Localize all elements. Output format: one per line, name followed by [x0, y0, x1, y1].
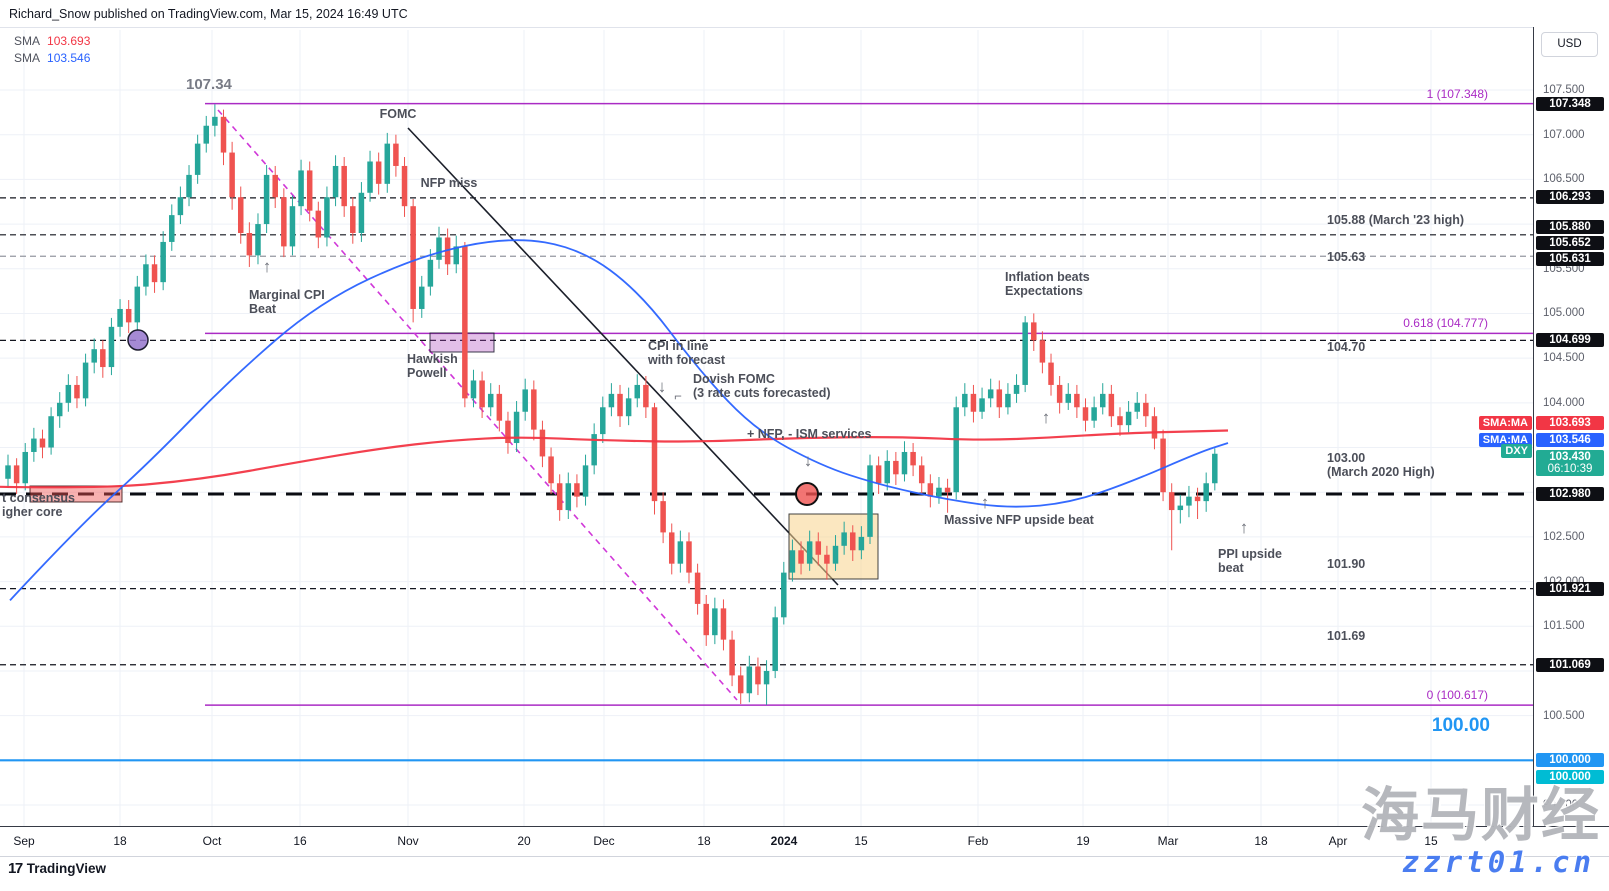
time-tick-label: Oct	[202, 834, 222, 848]
indicator-price-label: 103.693	[1536, 416, 1604, 430]
time-tick-label: Apr	[1328, 834, 1348, 848]
time-tick-label: Mar	[1157, 834, 1179, 848]
indicator-tag-pill: SMA:MA	[1478, 433, 1532, 447]
time-tick-label: Nov	[397, 834, 419, 848]
price-level-label: 105.631	[1536, 252, 1604, 266]
price-tick-label: 101.500	[1543, 620, 1585, 633]
tradingview-logo-icon[interactable]: 17	[8, 860, 23, 877]
header-divider	[0, 27, 1609, 28]
price-tick-label: 102.500	[1543, 530, 1585, 543]
legend-sma-red-value: 103.693	[47, 34, 91, 48]
price-level-label: 107.348	[1536, 97, 1604, 111]
time-tick-label: 16	[293, 834, 307, 848]
price-tick-label: 104.000	[1543, 396, 1585, 409]
price-level-label: 105.652	[1536, 236, 1604, 250]
price-level-label: 105.880	[1536, 220, 1604, 234]
time-tick-label: 19	[1076, 834, 1090, 848]
price-tick-label: 100.500	[1543, 709, 1585, 722]
legend-sma-red-label: SMA	[14, 34, 41, 48]
legend-sma-blue-label: SMA	[14, 51, 41, 65]
time-tick-label: 18	[1254, 834, 1268, 848]
time-axis[interactable]: Sep 18 Oct 16 Nov 20 Dec 18 2024 15 Feb 19 Mar 18 Apr 1…	[0, 826, 1609, 857]
price-level-label: 104.699	[1536, 333, 1604, 347]
indicator-price-label: 103.546	[1536, 433, 1604, 447]
last-price-label: 103.430 06:10:39	[1536, 450, 1604, 476]
time-tick-label: Sep	[13, 834, 35, 848]
price-tick-label: 106.500	[1543, 173, 1585, 186]
price-tick-label: 105.000	[1543, 307, 1585, 320]
price-tick-label: 107.500	[1543, 84, 1585, 96]
legend-sma-red[interactable]: SMA 103.693	[14, 33, 90, 50]
price-level-label: 101.069	[1536, 658, 1604, 672]
tradingview-footer: 17 TradingView	[8, 860, 106, 877]
currency-toggle-button[interactable]: USD	[1541, 32, 1598, 57]
indicator-price-label: 100.000	[1536, 770, 1604, 784]
price-chart-canvas[interactable]	[0, 0, 1533, 826]
price-tick-label: 99.500	[1543, 799, 1579, 811]
time-tick-label: 20	[517, 834, 531, 848]
indicator-tag-pill: DXY	[1501, 444, 1532, 458]
time-tick-label: 2024	[770, 834, 798, 848]
publish-attribution: Richard_Snow published on TradingView.co…	[9, 7, 408, 21]
tradingview-brand[interactable]: TradingView	[26, 861, 106, 876]
watermark-url: zzrt01.cn	[1401, 845, 1595, 879]
time-tick-label: Feb	[967, 834, 989, 848]
indicator-legend[interactable]: SMA 103.693 SMA 103.546	[14, 33, 90, 67]
indicator-tag-pill: SMA:MA	[1478, 416, 1532, 430]
price-tick-label: 104.500	[1543, 352, 1585, 365]
time-tick-label: Dec	[593, 834, 615, 848]
time-tick-label: 15	[1424, 834, 1438, 848]
price-level-label: 102.980	[1536, 487, 1604, 501]
price-tick-label: 107.000	[1543, 128, 1585, 141]
legend-sma-blue-value: 103.546	[47, 51, 91, 65]
indicator-price-label: 100.000	[1536, 753, 1604, 767]
time-tick-label: 18	[113, 834, 127, 848]
time-tick-label: 18	[697, 834, 711, 848]
chart-pane[interactable]	[0, 0, 1533, 826]
price-axis[interactable]: 107.500 107.000 106.500 105.500 105.000 104.5…	[1533, 27, 1609, 826]
time-tick-label: 15	[854, 834, 868, 848]
price-level-label: 101.921	[1536, 582, 1604, 596]
price-level-label: 106.293	[1536, 190, 1604, 204]
watermark-chinese: 海马财经	[1360, 783, 1601, 848]
legend-sma-blue[interactable]: SMA 103.546	[14, 50, 90, 67]
